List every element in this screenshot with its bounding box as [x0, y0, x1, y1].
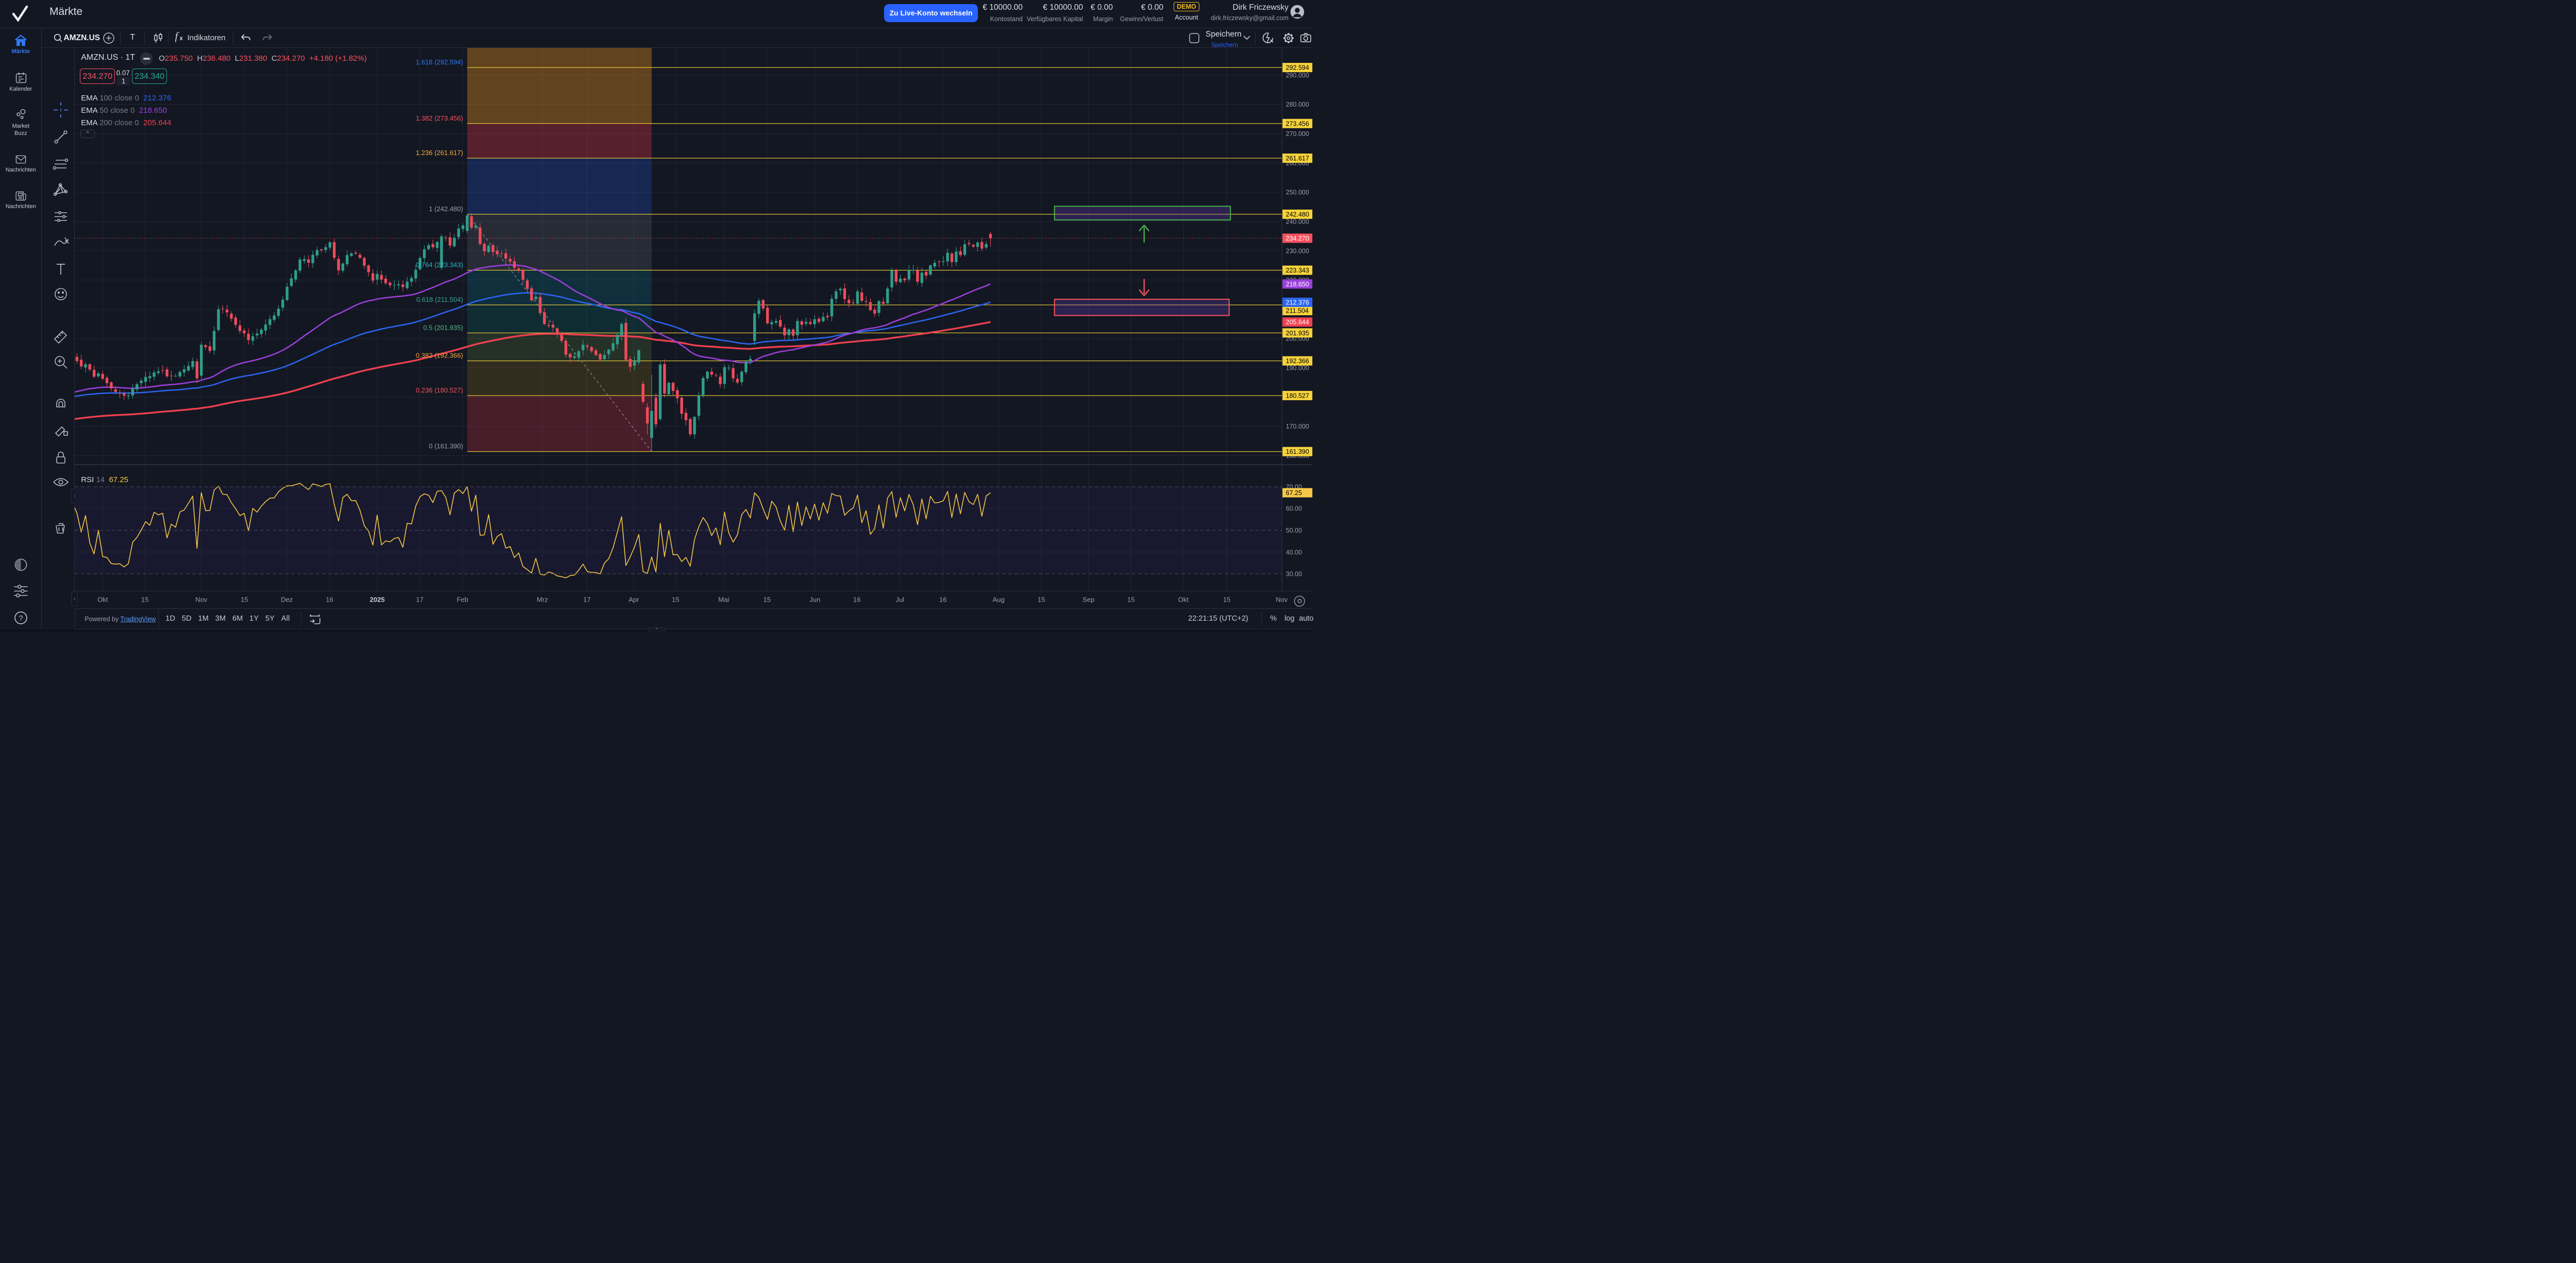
svg-text:192.366: 192.366: [1286, 357, 1309, 365]
svg-text:40.00: 40.00: [1286, 549, 1302, 556]
svg-text:Okt: Okt: [1178, 595, 1189, 603]
svg-text:1 (242.480): 1 (242.480): [429, 204, 464, 212]
svg-text:17: 17: [416, 595, 423, 603]
svg-text:Dez: Dez: [281, 595, 293, 603]
svg-text:230.000: 230.000: [1286, 247, 1309, 254]
svg-text:67.25: 67.25: [1286, 489, 1302, 497]
svg-text:Sep: Sep: [1082, 595, 1094, 603]
svg-text:270.000: 270.000: [1286, 130, 1309, 138]
svg-text:0.236 (180.527): 0.236 (180.527): [416, 386, 463, 394]
svg-text:1.236 (261.617): 1.236 (261.617): [416, 149, 463, 157]
svg-text:2025: 2025: [370, 595, 385, 603]
svg-text:60.00: 60.00: [1286, 505, 1302, 512]
svg-text:261.617: 261.617: [1286, 155, 1309, 162]
svg-text:16: 16: [939, 595, 946, 603]
svg-text:250.000: 250.000: [1286, 189, 1309, 196]
svg-text:205.644: 205.644: [1286, 318, 1309, 326]
svg-text:15: 15: [1038, 595, 1045, 603]
svg-text:0.5 (201.935): 0.5 (201.935): [423, 323, 463, 331]
svg-text:1.618 (292.594): 1.618 (292.594): [416, 58, 463, 66]
svg-text:15: 15: [672, 595, 679, 603]
svg-text:180.527: 180.527: [1286, 392, 1309, 399]
svg-text:0.618 (211.504): 0.618 (211.504): [416, 295, 463, 303]
svg-text:15: 15: [1127, 595, 1134, 603]
svg-text:211.504: 211.504: [1286, 307, 1309, 314]
svg-text:273.456: 273.456: [1286, 120, 1309, 127]
svg-text:Mai: Mai: [719, 595, 730, 603]
svg-text:16: 16: [326, 595, 333, 603]
svg-text:280.000: 280.000: [1286, 101, 1309, 108]
svg-text:50.00: 50.00: [1286, 527, 1302, 534]
svg-text:212.376: 212.376: [1286, 299, 1309, 306]
svg-text:15: 15: [764, 595, 771, 603]
svg-text:290.000: 290.000: [1286, 72, 1309, 79]
svg-text:15: 15: [1223, 595, 1230, 603]
svg-text:234.270: 234.270: [1286, 235, 1309, 242]
svg-text:15: 15: [241, 595, 248, 603]
svg-text:Nov: Nov: [195, 595, 208, 603]
svg-text:16: 16: [853, 595, 860, 603]
svg-text:292.594: 292.594: [1286, 64, 1309, 71]
svg-text:15: 15: [141, 595, 148, 603]
svg-text:?: ?: [19, 614, 23, 623]
svg-text:Jun: Jun: [810, 595, 821, 603]
svg-text:201.935: 201.935: [1286, 329, 1309, 336]
svg-text:30.00: 30.00: [1286, 570, 1302, 577]
svg-text:0 (161.390): 0 (161.390): [429, 442, 464, 450]
svg-text:0.764 (223.343): 0.764 (223.343): [416, 261, 463, 268]
svg-text:190.000: 190.000: [1286, 364, 1309, 371]
svg-text:170.000: 170.000: [1286, 423, 1309, 430]
svg-text:0.382 (192.366): 0.382 (192.366): [416, 351, 463, 359]
svg-text:240.000: 240.000: [1286, 218, 1309, 225]
svg-text:Apr: Apr: [629, 595, 639, 603]
svg-text:Aug: Aug: [993, 595, 1005, 603]
svg-text:Mrz: Mrz: [537, 595, 548, 603]
svg-text:223.343: 223.343: [1286, 267, 1309, 274]
svg-text:242.480: 242.480: [1286, 211, 1309, 218]
svg-text:161.390: 161.390: [1286, 448, 1309, 455]
svg-text:Jul: Jul: [896, 595, 905, 603]
svg-text:218.650: 218.650: [1286, 280, 1309, 287]
svg-text:Okt: Okt: [97, 595, 108, 603]
svg-text:Nov: Nov: [1276, 595, 1288, 603]
svg-text:1.382 (273.456): 1.382 (273.456): [416, 114, 463, 122]
svg-text:17: 17: [583, 595, 590, 603]
svg-text:Feb: Feb: [457, 595, 468, 603]
